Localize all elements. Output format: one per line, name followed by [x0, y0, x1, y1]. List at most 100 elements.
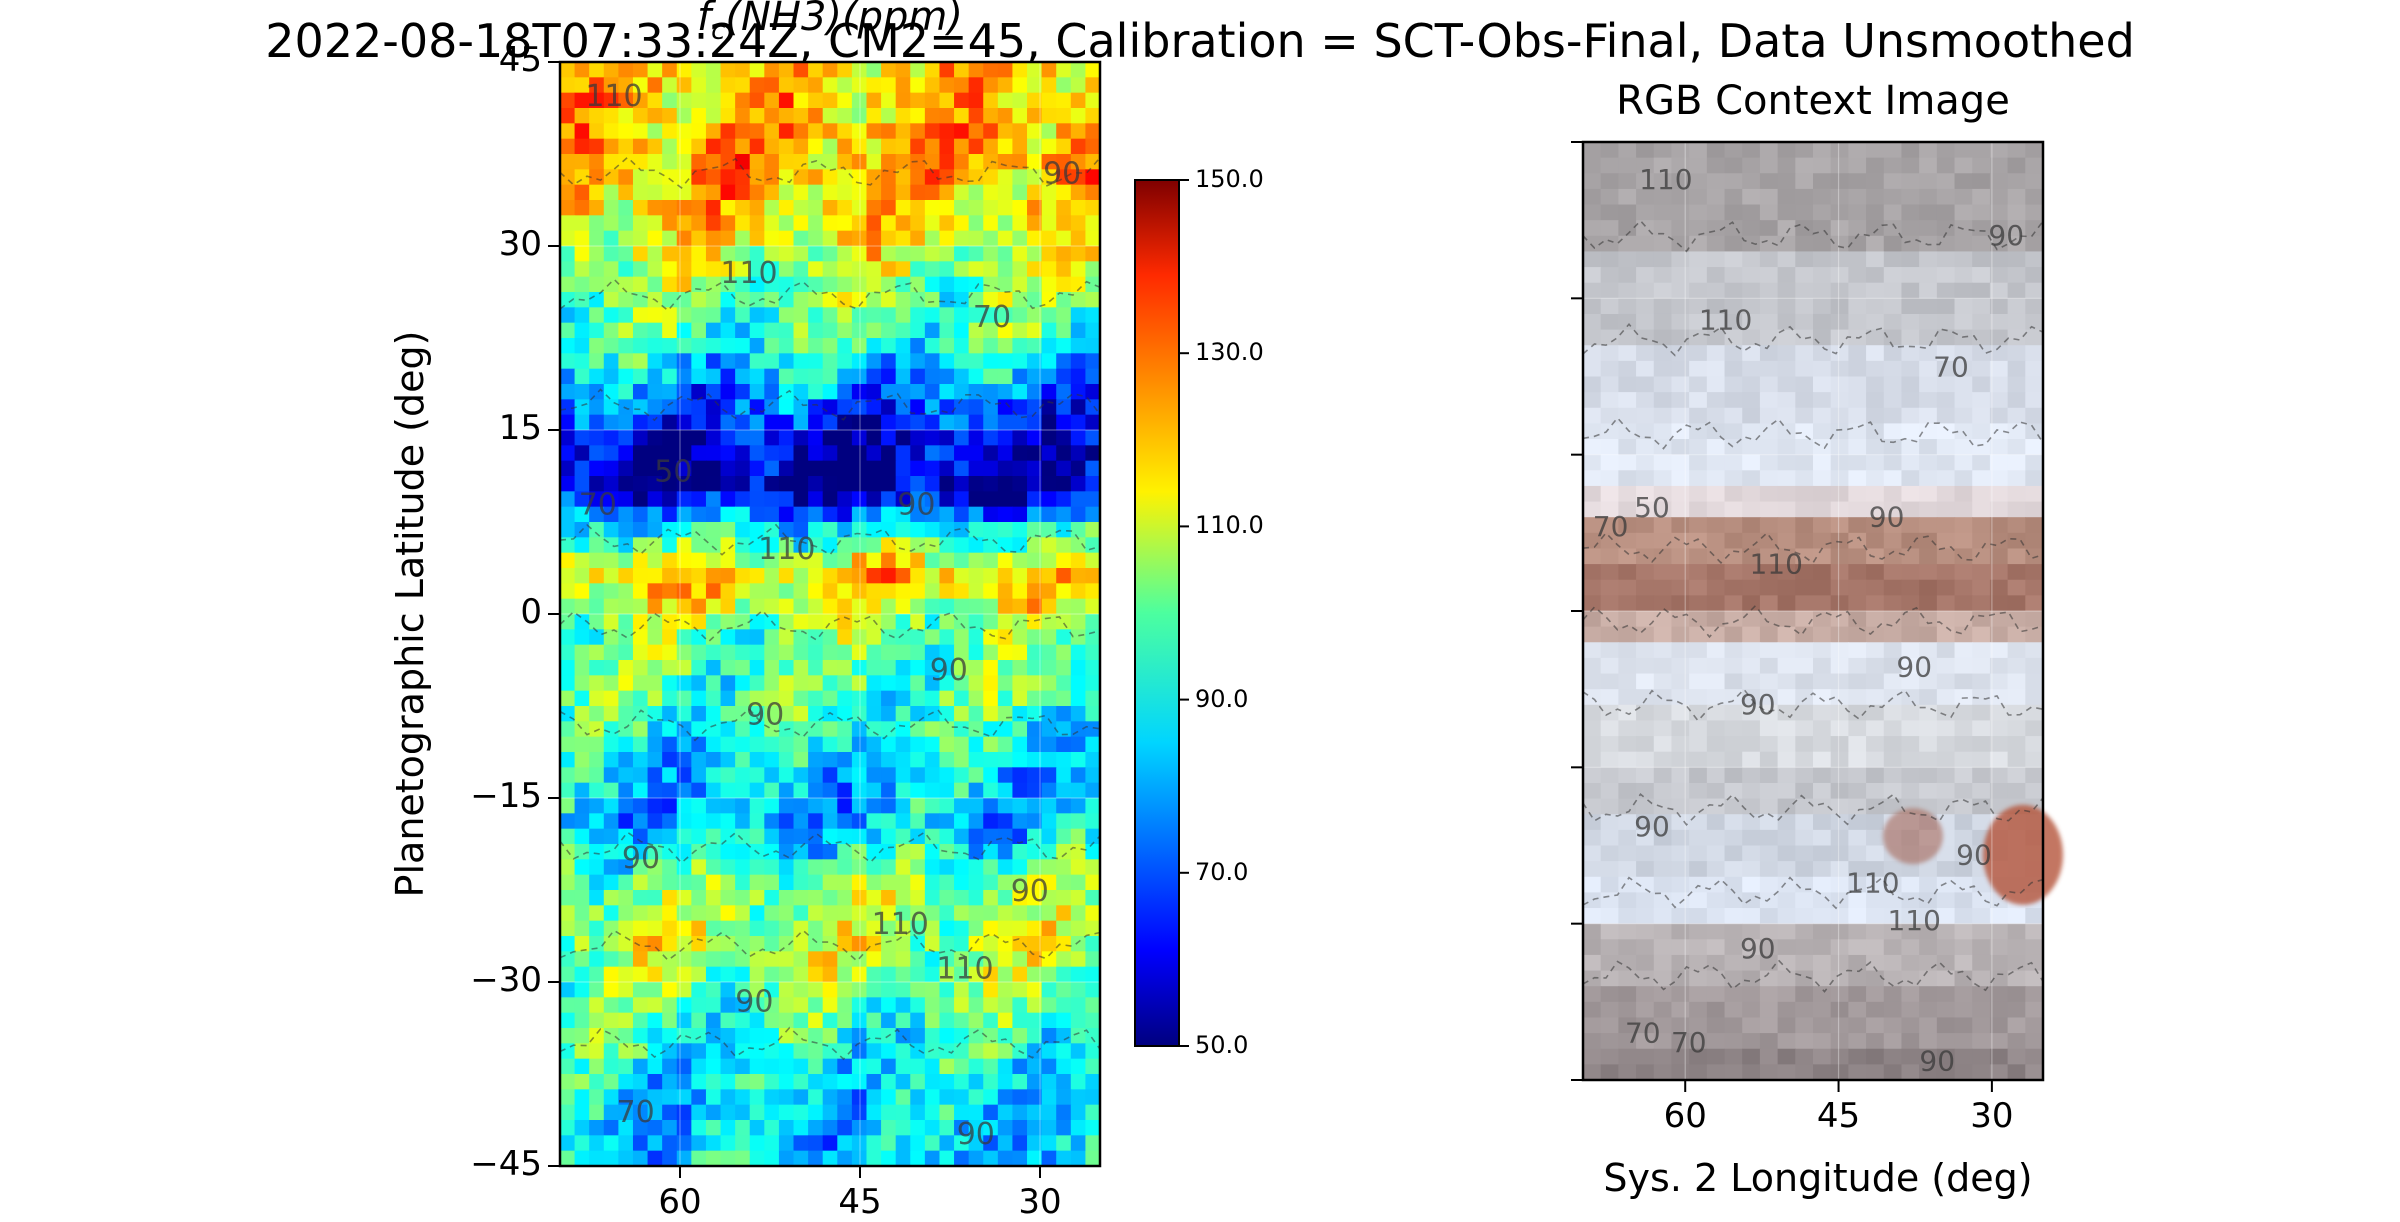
heatmap-cell	[705, 890, 722, 906]
heatmap-cell	[924, 660, 941, 676]
heatmap-cell	[778, 522, 795, 538]
image-cell	[1901, 751, 1920, 768]
image-cell	[1866, 673, 1885, 690]
heatmap-cell	[851, 1058, 868, 1075]
heatmap-cell	[1027, 752, 1043, 768]
image-cell	[1636, 1017, 1655, 1034]
image-cell	[1883, 861, 1903, 878]
heatmap-cell	[662, 338, 678, 354]
image-cell	[1583, 720, 1602, 737]
image-cell	[1689, 720, 1708, 737]
heatmap-cell	[808, 276, 824, 293]
heatmap-cell	[691, 890, 707, 906]
image-cell	[1618, 1017, 1637, 1034]
heatmap-cell	[603, 598, 619, 615]
image-cell	[2025, 939, 2044, 956]
heatmap-cell	[1085, 123, 1101, 140]
heatmap-cell	[866, 874, 882, 891]
heatmap-cell	[647, 1150, 663, 1167]
heatmap-cell	[560, 598, 576, 615]
image-cell	[1813, 251, 1832, 268]
image-cell	[2025, 329, 2044, 346]
image-cell	[1742, 892, 1761, 909]
image-cell	[1989, 423, 2009, 440]
heatmap-cell	[939, 721, 955, 738]
heatmap-cell	[560, 522, 576, 538]
heatmap-cell	[720, 184, 736, 201]
image-cell	[1936, 595, 1956, 612]
image-cell	[1972, 329, 1991, 346]
heatmap-cell	[968, 322, 984, 339]
heatmap-cell	[749, 322, 765, 339]
heatmap-cell	[968, 1104, 984, 1121]
image-cell	[1866, 1033, 1885, 1050]
heatmap-cell	[618, 445, 634, 462]
image-cell	[1671, 892, 1690, 909]
image-cell	[1830, 579, 1849, 596]
image-cell	[1919, 329, 1938, 346]
heatmap-cell	[691, 506, 707, 523]
heatmap-cell	[749, 108, 765, 124]
heatmap-cell	[632, 1028, 649, 1044]
heatmap-cell	[589, 798, 605, 814]
heatmap-cell	[924, 215, 941, 232]
heatmap-cell	[968, 752, 984, 768]
image-cell	[1901, 454, 1920, 471]
image-cell	[1919, 954, 1938, 972]
heatmap-cell	[735, 1104, 751, 1121]
image-cell	[1883, 782, 1903, 800]
heatmap-cell	[720, 506, 736, 523]
image-cell	[1671, 814, 1690, 831]
heatmap-cell	[1027, 184, 1043, 201]
heatmap-cell	[705, 246, 722, 262]
heatmap-cell	[968, 445, 984, 462]
heatmap-cell	[910, 828, 926, 845]
image-cell	[1583, 798, 1602, 815]
heatmap-cell	[881, 184, 897, 201]
heatmap-cell	[808, 706, 824, 722]
heatmap-cell	[1085, 1135, 1101, 1152]
heatmap-cell	[574, 445, 590, 462]
heatmap-cell	[676, 169, 692, 186]
heatmap-cell	[676, 338, 692, 354]
image-cell	[1919, 626, 1938, 643]
image-cell	[1724, 751, 1743, 768]
image-cell	[1848, 564, 1867, 581]
heatmap-cell	[574, 154, 590, 170]
heatmap-cell	[662, 1028, 678, 1044]
image-cell	[1600, 736, 1619, 753]
image-cell	[1671, 1017, 1690, 1034]
heatmap-cell	[939, 384, 955, 400]
image-cell	[2007, 251, 2026, 268]
image-cell	[1883, 376, 1903, 393]
heatmap-cell	[632, 752, 649, 768]
image-cell	[1777, 939, 1796, 956]
heatmap-cell	[1041, 951, 1057, 968]
heatmap-cell	[1056, 1104, 1072, 1121]
contour-label: 110	[585, 79, 642, 114]
contour-label: 90	[1740, 932, 1776, 965]
heatmap-cell	[895, 506, 911, 523]
image-cell	[1742, 407, 1761, 424]
heatmap-cell	[560, 1089, 576, 1106]
image-cell	[1883, 407, 1903, 424]
heatmap-cell	[647, 200, 663, 216]
image-cell	[2025, 392, 2044, 409]
image-cell	[1724, 485, 1743, 503]
image-cell	[1706, 329, 1726, 346]
heatmap-cell	[1012, 690, 1028, 707]
image-cell	[1901, 298, 1920, 315]
heatmap-cell	[910, 338, 926, 354]
image-cell	[1618, 360, 1637, 378]
heatmap-cell	[662, 169, 678, 186]
image-cell	[1689, 673, 1708, 690]
heatmap-cell	[1041, 721, 1057, 738]
image-cell	[1901, 861, 1920, 878]
heatmap-cell	[749, 491, 765, 508]
image-cell	[1848, 220, 1867, 237]
heatmap-cell	[735, 1074, 751, 1090]
heatmap-cell	[632, 230, 649, 247]
image-cell	[1724, 845, 1743, 862]
image-cell	[1636, 282, 1655, 299]
heatmap-cell	[778, 552, 795, 569]
